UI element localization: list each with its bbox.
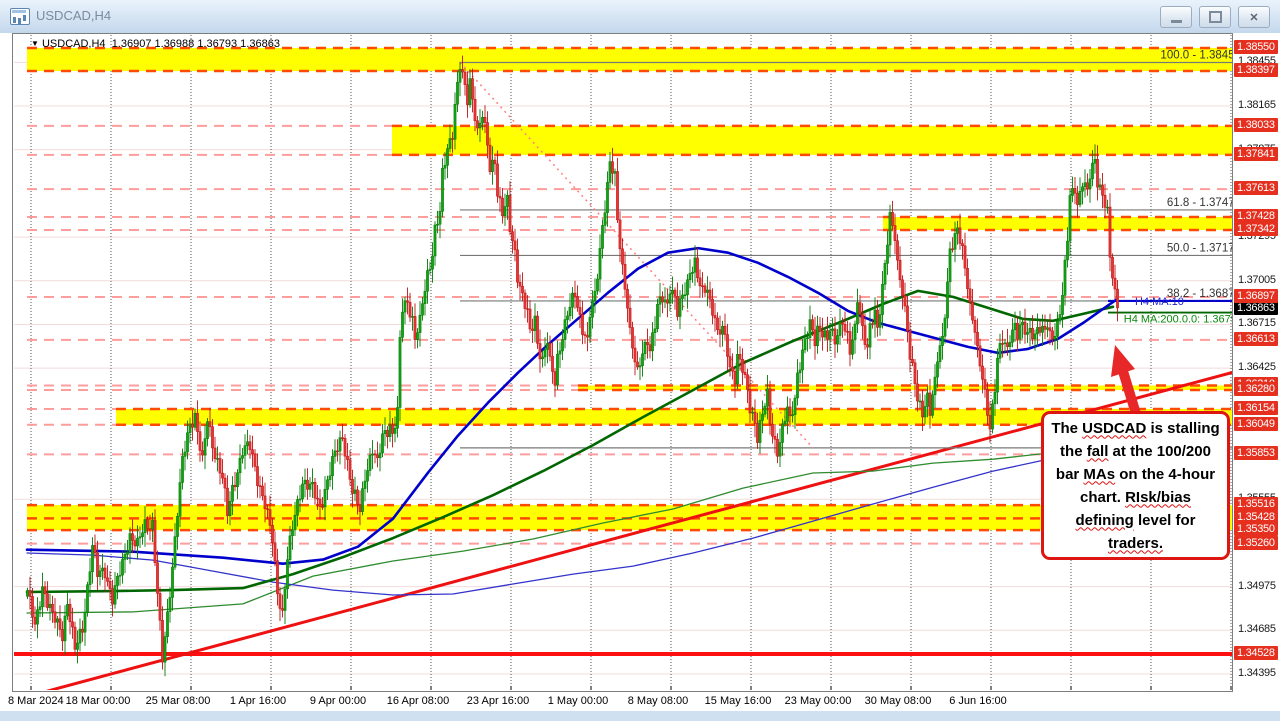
level-price-badge: 1.36049 [1234, 417, 1278, 431]
price-tick: 1.34685 [1238, 623, 1276, 635]
price-tick: 1.38165 [1238, 99, 1276, 111]
time-tick: 8 Mar 2024 [8, 695, 64, 707]
chart-panel: H4 MA:10 H4 MA:200.0.0: 1.36794 100.0 - 1.… [0, 33, 1280, 711]
note-line: chart. RIsk/bias [1080, 488, 1191, 506]
time-tick: 23 Apr 16:00 [466, 695, 530, 707]
time-tick: 23 May 00:00 [784, 695, 852, 707]
window-bottom-edge [0, 711, 1280, 721]
ohlc-close: 1.36863 [240, 38, 280, 50]
ohlc-high: 1.36988 [154, 38, 195, 50]
level-price-badge: 1.37841 [1234, 147, 1278, 161]
level-price-badge: 1.38550 [1234, 40, 1278, 54]
current-price-badge: 1.36863 [1234, 301, 1278, 315]
time-tick: 1 May 00:00 [547, 695, 609, 707]
level-price-badge: 1.36280 [1234, 382, 1278, 396]
chart-window-icon [10, 8, 30, 25]
restore-button[interactable] [1199, 6, 1231, 28]
plot-frame[interactable]: H4 MA:10 H4 MA:200.0.0: 1.36794 100.0 - 1.… [12, 33, 1233, 692]
level-price-badge: 1.37342 [1234, 222, 1278, 236]
time-tick: 30 May 08:00 [864, 695, 932, 707]
ohlc-low: 1.36793 [197, 38, 238, 50]
level-price-badge: 1.35260 [1234, 536, 1278, 550]
window-titlebar[interactable]: USDCAD,H4 ✕ [0, 0, 1280, 34]
time-tick: 16 Apr 08:00 [386, 695, 450, 707]
symbol-dropdown-arrow[interactable]: ▼ [31, 39, 39, 48]
svg-text:38.2 - 1.36871: 38.2 - 1.36871 [1167, 288, 1232, 300]
note-line: defining level for [1075, 511, 1196, 529]
level-price-badge: 1.36613 [1234, 332, 1278, 346]
level-price-badge: 1.37428 [1234, 209, 1278, 223]
price-axis[interactable]: 1.384551.381651.378751.372951.370051.367… [1233, 33, 1280, 692]
level-price-badge: 1.38397 [1234, 63, 1278, 77]
note-line: bar MAs on the 4-hour [1055, 465, 1216, 483]
svg-text:H4 MA:10: H4 MA:10 [1135, 296, 1184, 308]
note-line: traders. [1107, 534, 1164, 552]
ohlc-readout: ▼ USDCAD,H4 1.36907 1.36988 1.36793 1.36… [31, 38, 280, 50]
level-price-badge: 1.38033 [1234, 118, 1278, 132]
time-axis[interactable]: 8 Mar 2024 18 Mar 00:00 25 Mar 08:00 1 Apr … [0, 692, 1268, 711]
note-line: The USDCAD is stalling [1051, 419, 1220, 437]
level-price-badge: 1.35516 [1234, 497, 1278, 511]
level-price-badge: 1.35428 [1234, 510, 1278, 524]
note-line: the fall at the 100/200 [1060, 442, 1211, 460]
ohlc-open: 1.36907 [111, 38, 152, 50]
svg-text:100.0 - 1.38454: 100.0 - 1.38454 [1160, 49, 1232, 61]
price-tick: 1.34395 [1238, 667, 1276, 679]
level-price-badge: 1.35853 [1234, 446, 1278, 460]
time-tick: 1 Apr 16:00 [229, 695, 287, 707]
price-tick: 1.37005 [1238, 274, 1276, 286]
time-tick: 18 Mar 00:00 [65, 695, 131, 707]
level-price-badge: 1.36897 [1234, 289, 1278, 303]
price-tick: 1.36715 [1238, 317, 1276, 329]
price-chart[interactable]: H4 MA:10 H4 MA:200.0.0: 1.36794 100.0 - 1.… [13, 34, 1232, 691]
svg-text:H4 MA:200.0.0: 1.36794: H4 MA:200.0.0: 1.36794 [1124, 314, 1232, 326]
time-tick: 15 May 16:00 [704, 695, 772, 707]
close-button[interactable]: ✕ [1238, 6, 1270, 28]
close-icon: ✕ [1249, 11, 1259, 24]
minimize-button[interactable] [1160, 6, 1192, 28]
restore-icon [1208, 11, 1222, 23]
level-price-badge: 1.35350 [1234, 522, 1278, 536]
window-title: USDCAD,H4 [36, 8, 112, 23]
time-tick: 25 Mar 08:00 [145, 695, 211, 707]
level-price-badge: 1.37613 [1234, 181, 1278, 195]
time-tick: 8 May 08:00 [627, 695, 689, 707]
level-price-badge: 1.34528 [1234, 646, 1278, 660]
time-tick: 9 Apr 00:00 [309, 695, 367, 707]
minimize-icon [1170, 19, 1182, 23]
level-price-badge: 1.36154 [1234, 401, 1278, 415]
price-tick: 1.36425 [1238, 361, 1276, 373]
analyst-note-callout[interactable]: The USDCAD is stalling the fall at the 10… [1041, 411, 1230, 560]
time-tick: 6 Jun 16:00 [949, 695, 1007, 707]
price-tick: 1.34975 [1238, 580, 1276, 592]
